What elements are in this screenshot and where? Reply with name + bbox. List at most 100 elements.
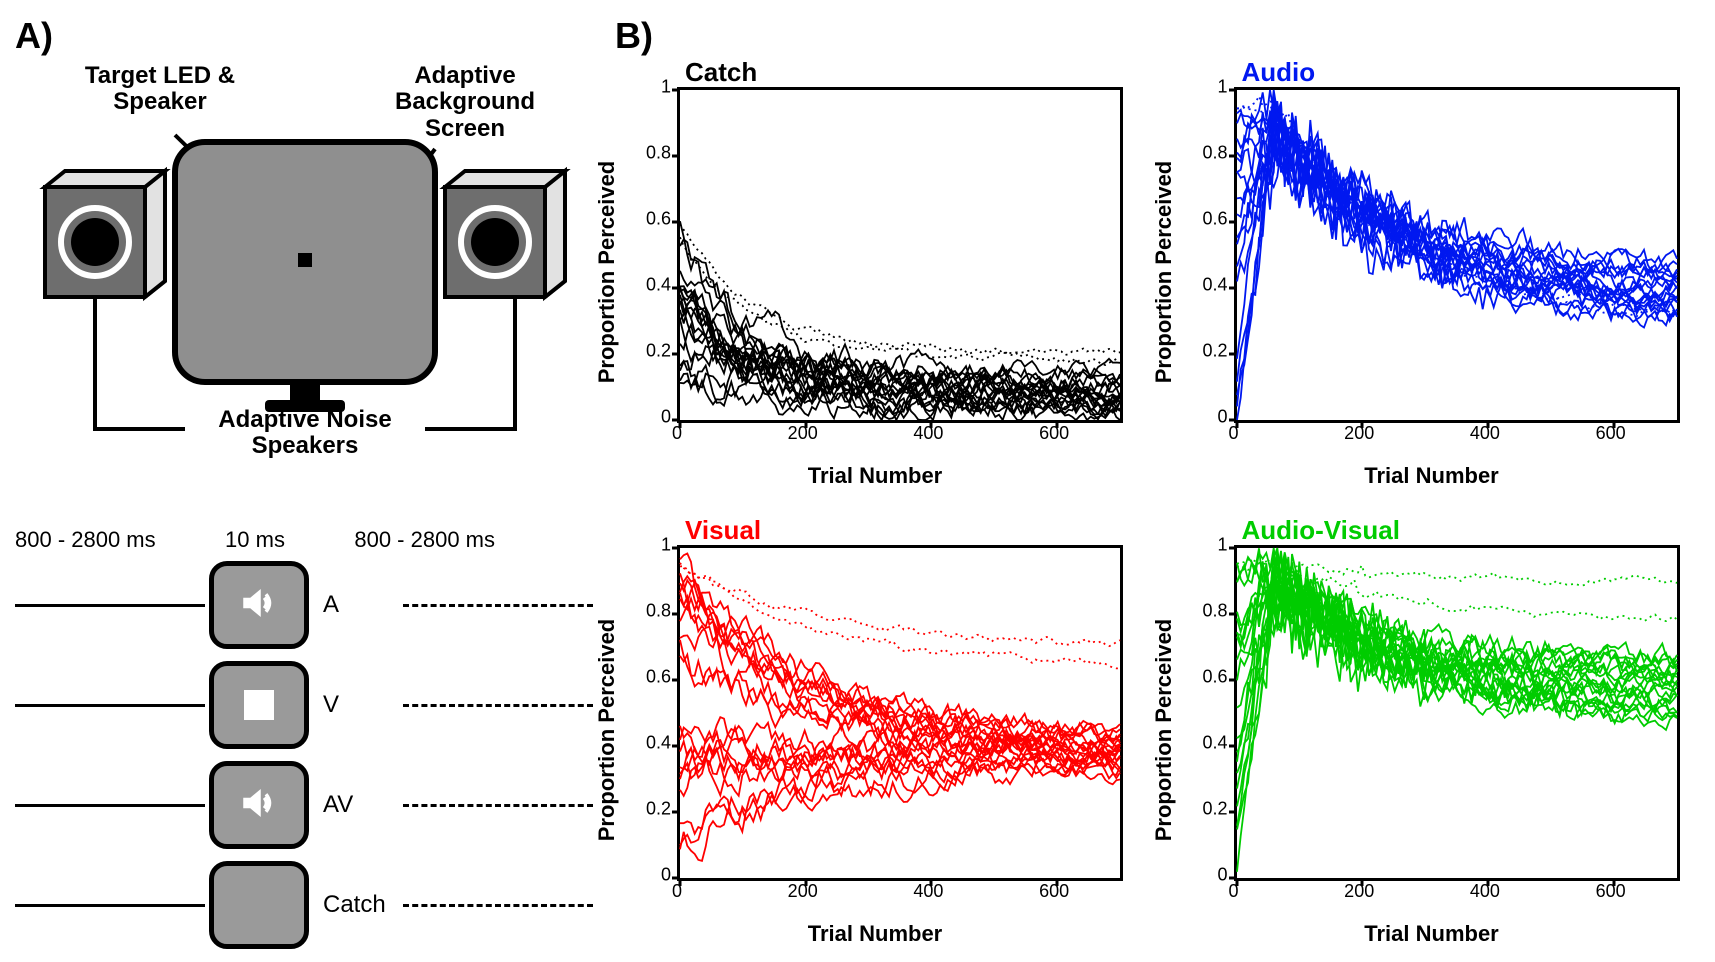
y-tick-label: 0.6 [1202, 209, 1227, 230]
sound-icon [238, 782, 280, 829]
chart-grid: Catch00.20.40.60.810200400600Proportion … [615, 57, 1700, 945]
chart-title: Audio-Visual [1242, 515, 1400, 546]
chart-title: Audio [1242, 57, 1316, 88]
condition-label: V [323, 691, 403, 719]
y-axis-label: Proportion Perceived [594, 619, 620, 842]
y-tick-label: 1 [1217, 77, 1227, 98]
sound-icon [238, 582, 280, 629]
x-ticks: 0200400600 [1234, 877, 1674, 899]
y-tick-mark [1229, 811, 1237, 814]
chart-title: Catch [685, 57, 757, 88]
y-tick-label: 0.8 [1202, 601, 1227, 622]
data-line [680, 221, 1120, 388]
x-tick-label: 0 [672, 423, 682, 444]
post-line [403, 604, 593, 607]
x-tick-label: 600 [1596, 423, 1626, 444]
plot-area [677, 545, 1123, 881]
post-line [403, 804, 593, 807]
x-tick-label: 600 [1039, 881, 1069, 902]
y-tick-mark [672, 221, 680, 224]
square-icon [244, 690, 274, 720]
y-tick-mark [672, 745, 680, 748]
y-tick-label: 1 [1217, 535, 1227, 556]
y-tick-label: 0.2 [646, 799, 671, 820]
x-tick-label: 0 [1228, 881, 1238, 902]
y-tick-mark [672, 287, 680, 290]
plot-area [677, 87, 1123, 423]
timeline-row-av: AV [15, 765, 595, 845]
apparatus-diagram: Target LED & Speaker Adaptive Background… [15, 67, 595, 507]
y-tick-mark [1229, 547, 1237, 550]
chart-svg [680, 548, 1120, 878]
left-speaker-line [95, 299, 185, 429]
timeline-header: 800 - 2800 ms 10 ms 800 - 2800 ms [15, 527, 595, 553]
y-tick-mark [1229, 155, 1237, 158]
x-tick-label: 400 [913, 881, 943, 902]
y-tick-mark [672, 155, 680, 158]
stim-box [209, 761, 309, 849]
x-tick-label: 600 [1039, 423, 1069, 444]
condition-label: Catch [323, 891, 403, 919]
chart-title: Visual [685, 515, 761, 546]
y-tick-mark [1229, 89, 1237, 92]
post-interval-label: 800 - 2800 ms [305, 527, 495, 553]
y-tick-mark [1229, 353, 1237, 356]
right-speaker [445, 171, 565, 297]
y-tick-mark [1229, 679, 1237, 682]
y-ticks: 00.20.40.60.81 [1202, 545, 1232, 875]
stim-box [209, 561, 309, 649]
chart-visual: Visual00.20.40.60.810200400600Proportion… [615, 515, 1135, 945]
x-axis-label: Trial Number [1364, 463, 1498, 489]
y-ticks: 00.20.40.60.81 [645, 87, 675, 417]
y-tick-label: 0.4 [1202, 275, 1227, 296]
y-tick-label: 0.6 [646, 667, 671, 688]
y-tick-label: 0.4 [646, 733, 671, 754]
panel-b: B) Catch00.20.40.60.810200400600Proporti… [615, 15, 1700, 947]
chart-svg [680, 90, 1120, 420]
target-led-text: Target LED & Speaker [85, 62, 235, 115]
y-axis-label: Proportion Perceived [594, 161, 620, 384]
x-tick-label: 200 [788, 881, 818, 902]
timeline-row-v: V [15, 665, 595, 745]
stim-box [209, 861, 309, 949]
screen-text: Adaptive Background Screen [395, 62, 535, 142]
chart-audio-visual: Audio-Visual00.20.40.60.810200400600Prop… [1172, 515, 1692, 945]
y-tick-label: 0.8 [646, 601, 671, 622]
pre-line [15, 704, 205, 707]
data-line-dotted [680, 224, 1120, 356]
y-axis-label: Proportion Perceived [1151, 619, 1177, 842]
y-tick-label: 0.2 [1202, 799, 1227, 820]
y-tick-mark [672, 353, 680, 356]
x-tick-label: 200 [788, 423, 818, 444]
x-axis-label: Trial Number [808, 921, 942, 947]
y-tick-label: 0 [1217, 865, 1227, 886]
y-tick-mark [1229, 221, 1237, 224]
x-tick-label: 400 [1470, 423, 1500, 444]
x-tick-label: 0 [1228, 423, 1238, 444]
x-axis-label: Trial Number [1364, 921, 1498, 947]
y-tick-label: 0 [661, 865, 671, 886]
x-tick-label: 0 [672, 881, 682, 902]
panel-b-label: B) [615, 15, 1700, 57]
noise-speakers-annotation: Adaptive Noise Speakers [195, 407, 415, 460]
y-tick-label: 0.6 [646, 209, 671, 230]
chart-catch: Catch00.20.40.60.810200400600Proportion … [615, 57, 1135, 487]
y-tick-label: 0.4 [646, 275, 671, 296]
y-tick-label: 1 [661, 77, 671, 98]
y-tick-mark [672, 811, 680, 814]
monitor [175, 142, 435, 412]
x-tick-label: 200 [1344, 881, 1374, 902]
y-tick-label: 0.2 [646, 341, 671, 362]
pre-interval-label: 800 - 2800 ms [15, 527, 205, 553]
x-axis-label: Trial Number [808, 463, 942, 489]
y-tick-label: 0 [1217, 407, 1227, 428]
x-tick-label: 600 [1596, 881, 1626, 902]
post-line [403, 704, 593, 707]
timeline: 800 - 2800 ms 10 ms 800 - 2800 ms AVAVCa… [15, 527, 595, 947]
x-ticks: 0200400600 [677, 877, 1117, 899]
plot-area [1234, 545, 1680, 881]
timeline-rows: AVAVCatch [15, 565, 595, 945]
panel-a-label: A) [15, 15, 595, 57]
y-tick-label: 1 [661, 535, 671, 556]
x-ticks: 0200400600 [1234, 419, 1674, 441]
